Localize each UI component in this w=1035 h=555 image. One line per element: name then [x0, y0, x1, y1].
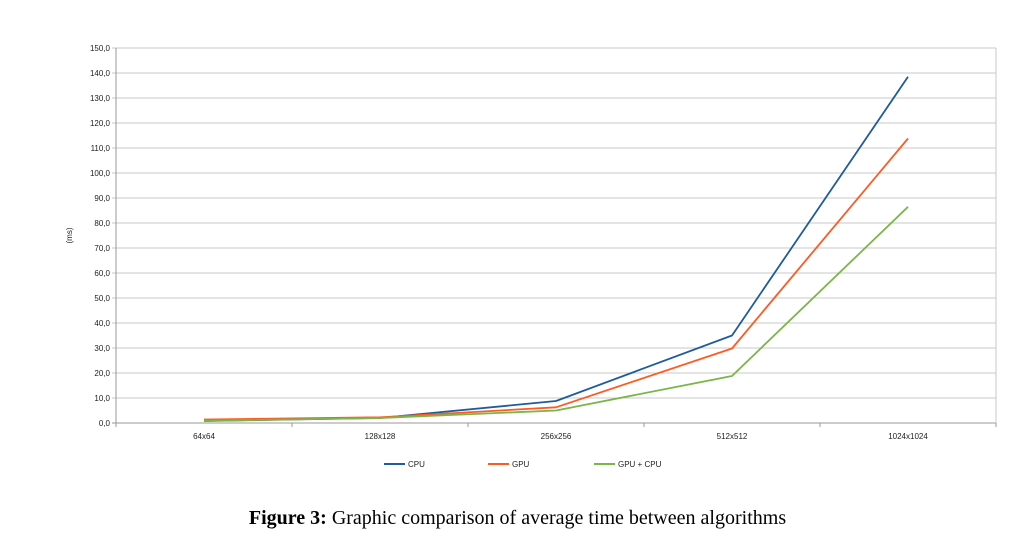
y-tick-label: 100,0 [90, 169, 111, 178]
y-tick-label: 60,0 [94, 269, 110, 278]
x-tick-label: 1024x1024 [888, 432, 928, 441]
gridlines [112, 47, 997, 427]
legend-label: CPU [408, 460, 425, 469]
legend-label: GPU + CPU [618, 460, 662, 469]
legend-label: GPU [512, 460, 530, 469]
series-lines [203, 76, 909, 422]
figure-caption: Figure 3: Graphic comparison of average … [0, 507, 1035, 530]
y-tick-label: 120,0 [90, 119, 111, 128]
legend: CPU GPU GPU + CPU [384, 460, 662, 469]
series-line [203, 206, 909, 422]
y-tick-label: 110,0 [91, 144, 111, 153]
figure-caption-text: Graphic comparison of average time betwe… [331, 507, 787, 529]
x-axis-tick-labels: 64x64 128x128 256x256 512x512 1024x1024 [193, 432, 928, 441]
x-tick-label: 256x256 [541, 432, 572, 441]
series-line [203, 76, 909, 422]
series-line [203, 137, 909, 421]
x-tick-label: 512x512 [717, 432, 748, 441]
y-axis-tick-labels: 0,0 10,0 20,0 30,0 40,0 50,0 60,0 70,0 80,0 90,0 1… [90, 44, 111, 428]
y-tick-label: 150,0 [90, 44, 111, 53]
y-tick-label: 70,0 [94, 244, 110, 253]
line-chart: 0,0 10,0 20,0 30,0 40,0 50,0 60,0 70,0 80,0 90,0 1… [65, 44, 997, 469]
x-tick-label: 64x64 [193, 432, 215, 441]
y-tick-label: 10,0 [94, 394, 110, 403]
x-tick-label: 128x128 [365, 432, 396, 441]
y-tick-label: 0,0 [99, 419, 111, 428]
y-tick-label: 140,0 [90, 69, 111, 78]
y-tick-label: 30,0 [94, 344, 110, 353]
y-tick-label: 50,0 [94, 294, 110, 303]
y-tick-label: 20,0 [94, 369, 110, 378]
y-tick-label: 80,0 [94, 219, 110, 228]
figure-caption-label: Figure 3: [248, 507, 327, 529]
y-tick-label: 40,0 [94, 319, 110, 328]
y-axis-label: (ms) [65, 227, 74, 243]
y-tick-label: 130,0 [90, 94, 111, 103]
y-tick-label: 90,0 [94, 194, 110, 203]
